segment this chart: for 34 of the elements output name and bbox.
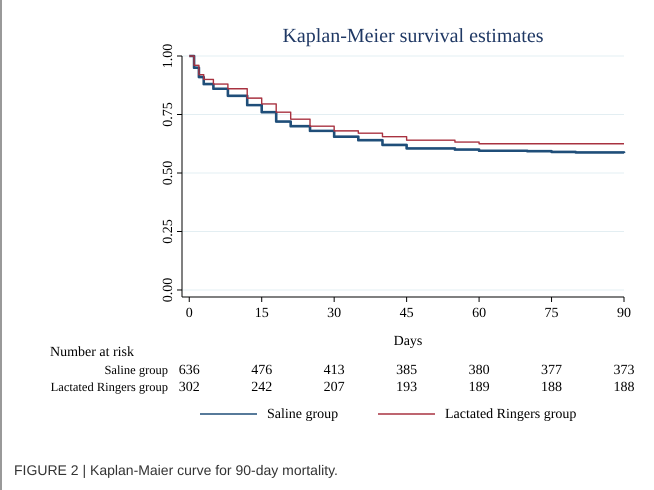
x-tick-label: 45 [400,306,414,321]
y-tick-label: 0.50 [161,160,176,186]
text: 193 [396,380,418,395]
text: 188 [614,380,634,395]
text: 476 [251,363,272,378]
legend-label: Saline group [267,407,338,422]
x-tick-label: 0 [186,306,193,321]
chart-title: Kaplan-Meier survival estimates [282,25,544,47]
text: 636 [178,363,200,378]
text: 380 [468,363,490,378]
y-tick-label: 0.25 [161,219,176,244]
x-tick-label: 30 [327,306,342,321]
text: 377 [541,363,562,378]
x-tick-label: 60 [472,306,486,321]
text: 188 [541,380,562,395]
text: 302 [178,380,200,395]
text: Saline group [104,363,168,377]
text: 242 [251,380,272,395]
text: Number at risk [50,345,134,360]
text: 207 [324,380,345,395]
text: 373 [614,363,634,378]
x-axis-title: Days [394,334,422,349]
y-tick-label: 1.00 [161,44,176,68]
x-tick-label: 75 [544,306,559,321]
text: 385 [396,363,418,378]
text: 189 [468,380,490,395]
x-tick-label: 15 [254,306,269,321]
caption: FIGURE 2 | Kaplan-Maier curve for 90-day mortality. [14,462,338,478]
x-tick-label: 90 [617,306,631,321]
legend-label: Lactated Ringers group [445,407,576,422]
text: 413 [324,363,345,378]
text: Lactated Ringers group [50,380,168,394]
y-tick-label: 0.75 [161,102,176,127]
y-tick-label: 0.00 [161,278,176,302]
